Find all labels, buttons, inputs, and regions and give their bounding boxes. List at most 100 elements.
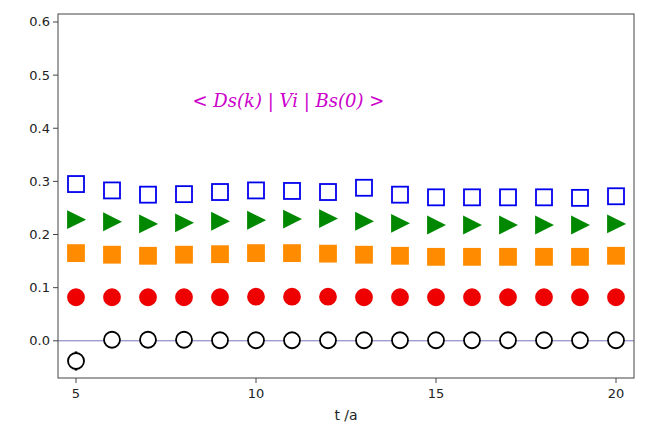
x-tick-label: 20 — [608, 386, 625, 401]
series — [68, 245, 624, 265]
point — [248, 332, 264, 348]
point — [320, 211, 336, 227]
point — [176, 247, 192, 263]
point — [212, 246, 228, 262]
series — [68, 176, 624, 206]
x-tick — [256, 378, 257, 383]
point — [68, 353, 84, 369]
y-tick — [53, 181, 58, 182]
point — [140, 248, 156, 264]
point — [428, 332, 444, 348]
y-tick — [53, 21, 58, 22]
point — [356, 180, 372, 196]
point — [104, 214, 120, 230]
point — [176, 332, 192, 348]
point — [464, 249, 480, 265]
y-tick-label: 0.6 — [29, 14, 50, 29]
point — [536, 249, 552, 265]
point — [176, 215, 192, 231]
point — [176, 186, 192, 202]
point — [500, 289, 516, 305]
point — [572, 332, 588, 348]
point — [248, 245, 264, 261]
point — [320, 332, 336, 348]
plot-background — [58, 14, 634, 378]
point — [536, 332, 552, 348]
point — [428, 289, 444, 305]
point — [68, 245, 84, 261]
point — [104, 332, 120, 348]
point — [572, 217, 588, 233]
point — [572, 289, 588, 305]
point — [284, 289, 300, 305]
point — [140, 332, 156, 348]
point — [140, 289, 156, 305]
point — [248, 212, 264, 228]
point — [248, 289, 264, 305]
y-tick-label: 0.2 — [29, 227, 50, 242]
point — [608, 188, 624, 204]
point — [356, 213, 372, 229]
point — [68, 289, 84, 305]
point — [212, 332, 228, 348]
point — [464, 289, 480, 305]
point — [536, 217, 552, 233]
point — [140, 187, 156, 203]
point — [608, 332, 624, 348]
point — [284, 332, 300, 348]
point — [428, 217, 444, 233]
point — [536, 289, 552, 305]
point — [320, 184, 336, 200]
point — [428, 249, 444, 265]
chart: 51015200.00.10.20.30.40.50.6< Ds(k) | Vi… — [0, 0, 650, 430]
point — [212, 213, 228, 229]
point — [392, 289, 408, 305]
point — [464, 217, 480, 233]
x-axis-label: t /a — [334, 407, 357, 423]
point — [500, 189, 516, 205]
point — [68, 212, 84, 228]
point — [68, 176, 84, 192]
point — [536, 189, 552, 205]
y-tick-label: 0.0 — [29, 333, 50, 348]
point — [608, 248, 624, 264]
point — [212, 289, 228, 305]
point — [392, 215, 408, 231]
x-tick — [436, 378, 437, 383]
point — [320, 246, 336, 262]
point — [608, 216, 624, 232]
point — [356, 289, 372, 305]
point — [608, 289, 624, 305]
annotation: < Ds(k) | Vi | Bs(0) > — [193, 90, 385, 112]
y-tick — [53, 234, 58, 235]
point — [320, 289, 336, 305]
point — [176, 289, 192, 305]
point — [356, 332, 372, 348]
point — [140, 216, 156, 232]
series — [68, 289, 624, 306]
point — [428, 189, 444, 205]
point — [464, 332, 480, 348]
plot-frame — [58, 14, 634, 378]
y-tick-label: 0.5 — [29, 68, 50, 83]
x-tick-label: 15 — [428, 386, 445, 401]
point — [104, 289, 120, 305]
y-tick-label: 0.1 — [29, 280, 50, 295]
y-tick-label: 0.4 — [29, 121, 50, 136]
series — [68, 211, 624, 233]
point — [500, 217, 516, 233]
point — [284, 245, 300, 261]
point — [284, 183, 300, 199]
point — [392, 187, 408, 203]
point — [392, 248, 408, 264]
y-tick-label: 0.3 — [29, 174, 50, 189]
series — [68, 332, 624, 371]
x-tick-label: 10 — [248, 386, 265, 401]
y-tick — [53, 340, 58, 341]
point — [104, 182, 120, 198]
point — [392, 332, 408, 348]
point — [500, 332, 516, 348]
y-tick — [53, 75, 58, 76]
point — [104, 247, 120, 263]
point — [572, 190, 588, 206]
